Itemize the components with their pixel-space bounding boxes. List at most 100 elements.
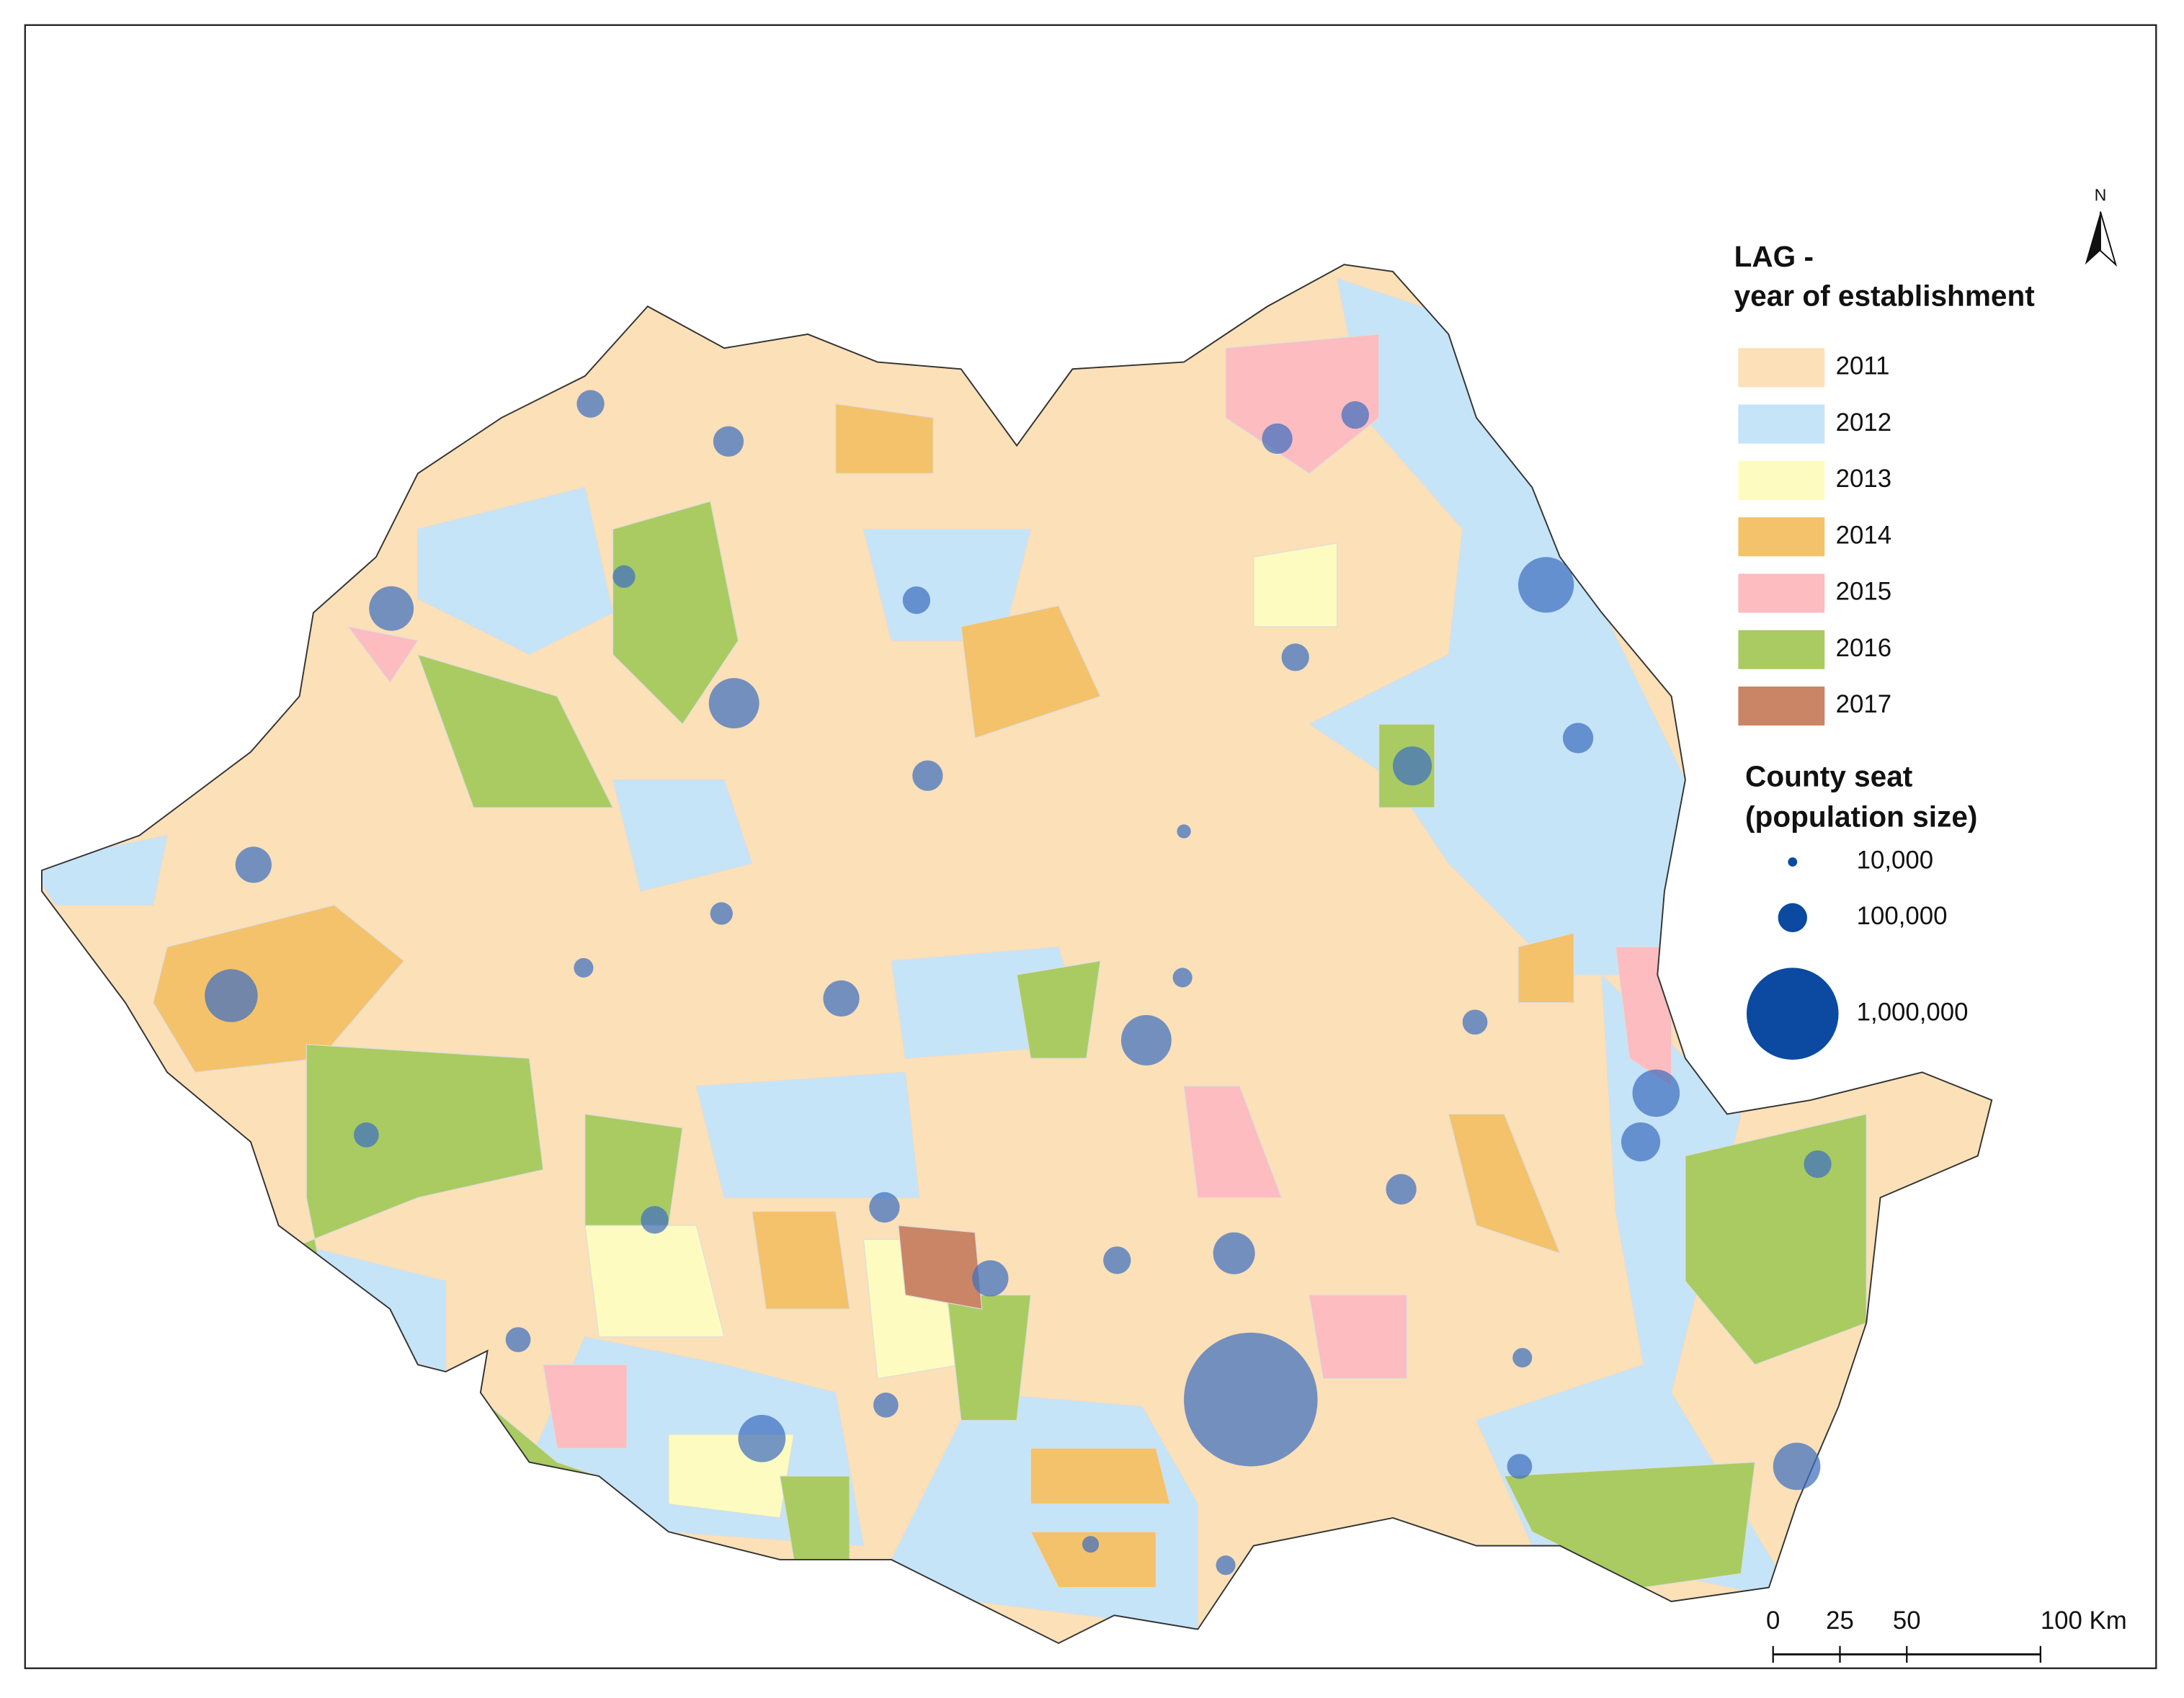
- county-seat: [1184, 1332, 1318, 1467]
- lag-area: [946, 1295, 1032, 1421]
- scale-label: 0: [1766, 1607, 1780, 1635]
- size-legend-bubble: [1778, 903, 1807, 933]
- lag-area: [347, 625, 419, 684]
- legend-label: 2012: [1836, 409, 1891, 437]
- county-seat: [205, 969, 258, 1022]
- county-seat: [1804, 1150, 1832, 1179]
- county-seat: [1507, 1454, 1533, 1479]
- lag-area: [695, 1071, 920, 1198]
- north-arrow: [2085, 211, 2100, 265]
- legend-label: 2016: [1836, 635, 1891, 662]
- lag-area: [1016, 960, 1101, 1059]
- size-legend-label: 10,000: [1857, 847, 1933, 875]
- map-canvas: N LAG - year of establishment County sea…: [24, 24, 2157, 1669]
- county-seat: [1512, 1348, 1533, 1368]
- county-seat: [1177, 824, 1191, 839]
- county-seat: [1562, 723, 1594, 754]
- size-legend-label: 100,000: [1857, 903, 1948, 930]
- county-seat: [1392, 746, 1432, 786]
- lag-area: [960, 605, 1101, 739]
- scale-label: 50: [1893, 1607, 1921, 1635]
- county-seat: [369, 586, 414, 631]
- legend: N LAG - year of establishment County sea…: [1734, 186, 2127, 1663]
- legend-label: 2011: [1836, 352, 1890, 380]
- lag-area: [1030, 1531, 1156, 1588]
- county-seat: [1621, 1122, 1661, 1162]
- county-seat: [612, 565, 636, 588]
- legend-swatch: [1738, 348, 1825, 388]
- county-seat: [972, 1260, 1009, 1297]
- lag-area: [752, 1211, 850, 1310]
- legend-swatch: [1738, 460, 1825, 500]
- county-seat: [505, 1327, 531, 1352]
- lag-area: [1183, 1086, 1283, 1198]
- lag-area: [612, 779, 753, 892]
- north-arrow: [2099, 211, 2118, 267]
- county-seat: [1386, 1174, 1417, 1205]
- county-seat: [912, 760, 943, 791]
- lag-area: [417, 486, 614, 656]
- legend-swatch: [1738, 517, 1825, 557]
- legend-swatch: [1738, 573, 1825, 613]
- legend-swatch: [1738, 404, 1825, 444]
- county-seat: [1341, 401, 1369, 429]
- scale-label: 25: [1826, 1607, 1854, 1635]
- county-seat: [576, 390, 605, 418]
- county-seat: [738, 1414, 786, 1462]
- county-seat: [1281, 643, 1309, 671]
- legend-swatch: [1738, 686, 1825, 726]
- size-legend-bubble: [1746, 968, 1839, 1060]
- county-seat: [1517, 557, 1574, 613]
- county-seats: [205, 390, 1832, 1576]
- north-label: N: [2095, 186, 2107, 205]
- legend-label: 2014: [1836, 522, 1891, 549]
- county-seat: [1462, 1009, 1488, 1035]
- county-seat: [574, 957, 594, 978]
- lag-area: [612, 501, 739, 725]
- lag-area: [1448, 1113, 1561, 1254]
- bubble-legend-title: County seat: [1745, 759, 1913, 792]
- lag-area: [1503, 1462, 1756, 1588]
- county-seat: [873, 1393, 899, 1418]
- county-seat: [1262, 423, 1293, 455]
- lag-area: [898, 1225, 983, 1310]
- county-seat: [1213, 1232, 1255, 1274]
- lag-area: [1253, 542, 1338, 627]
- size-legend-label: 1,000,000: [1857, 998, 1969, 1026]
- lag-area: [835, 403, 934, 474]
- scale-label: 100 Km: [2041, 1607, 2127, 1635]
- lag-area: [1030, 1447, 1171, 1505]
- legend-title: year of establishment: [1734, 279, 2036, 312]
- legend-title: LAG -: [1734, 240, 1814, 273]
- county-seat: [708, 678, 759, 729]
- county-seat: [869, 1192, 900, 1223]
- size-legend-bubble: [1788, 857, 1798, 867]
- county-seat: [354, 1122, 379, 1148]
- legend-label: 2013: [1836, 465, 1891, 493]
- lag-area: [1309, 1295, 1407, 1380]
- county-seat: [713, 426, 744, 457]
- legend-label: 2017: [1836, 691, 1891, 718]
- county-seat: [1120, 1015, 1172, 1065]
- county-seat: [1172, 968, 1193, 988]
- county-seat: [1216, 1555, 1236, 1576]
- lag-area: [1308, 277, 1686, 975]
- legend-swatch: [1738, 630, 1825, 669]
- county-seat: [823, 980, 860, 1017]
- county-seat: [1103, 1246, 1131, 1274]
- lag-area: [584, 1113, 683, 1226]
- county-seat: [902, 586, 931, 615]
- lag-area: [416, 653, 614, 808]
- county-seat: [1082, 1536, 1100, 1553]
- lag-area: [1517, 932, 1574, 1004]
- county-seat: [1632, 1069, 1680, 1117]
- county-seat: [1773, 1442, 1821, 1491]
- lag-area: [41, 835, 168, 906]
- lag-area: [543, 1364, 628, 1449]
- county-seat: [641, 1206, 669, 1234]
- country-border: [41, 264, 1993, 1645]
- bubble-legend-title: (population size): [1745, 800, 1977, 833]
- county-seat: [710, 902, 733, 925]
- county-seat: [235, 846, 272, 883]
